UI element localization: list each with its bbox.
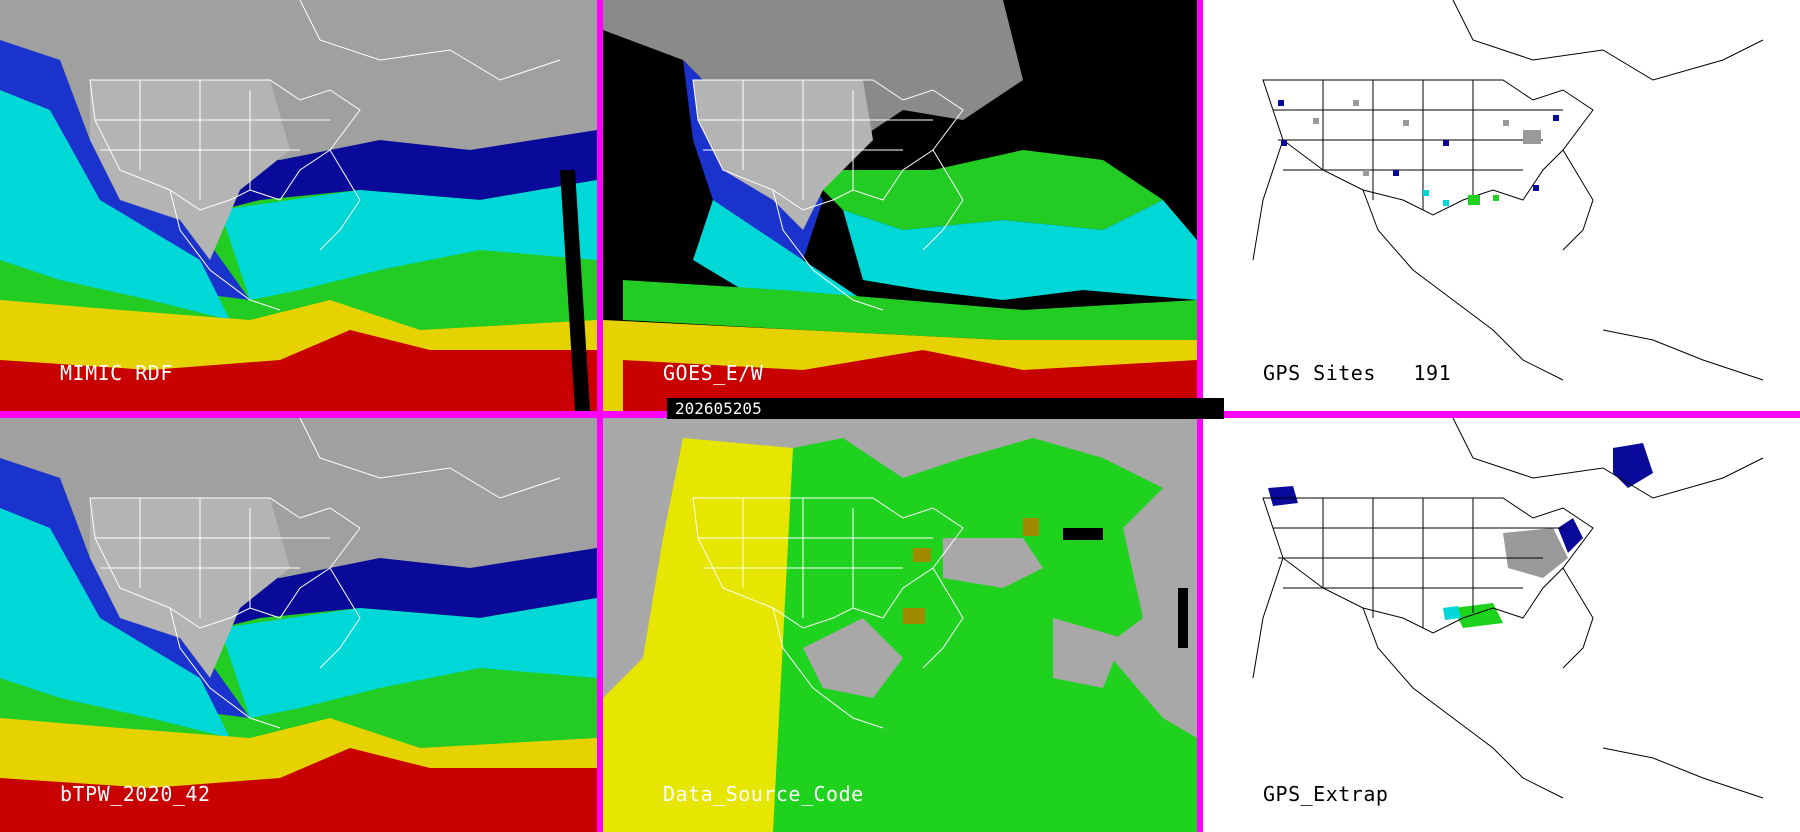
data-source-code-panel: Data_Source_Code: [603, 418, 1197, 832]
tpw-map-mimic: [0, 0, 597, 411]
goes-ew-panel: GOES_E/W: [603, 0, 1197, 411]
panel-label-goes: GOES_E/W: [663, 361, 764, 385]
btpw-panel: bTPW_2020_42: [0, 418, 597, 832]
mimic-rdf-panel: MIMIC RDF: [0, 0, 597, 411]
timestamp-bar: 202605205: [667, 398, 1224, 419]
panel-label-btpw: bTPW_2020_42: [60, 782, 211, 806]
data-source-map: [603, 418, 1197, 832]
gps-site-markers: [1278, 100, 1559, 206]
tpw-map-goes: [603, 0, 1197, 411]
gps-sites-map: [1203, 0, 1800, 411]
gps-extrap-map: [1203, 418, 1800, 832]
gps-extrap-panel: GPS_Extrap: [1203, 418, 1800, 832]
panel-label-gpsx: GPS_Extrap: [1263, 782, 1389, 806]
panel-label-mimic: MIMIC RDF: [60, 361, 173, 385]
panel-label-gps: GPS Sites 191: [1263, 361, 1452, 385]
panel-label-dsc: Data_Source_Code: [663, 782, 864, 806]
tpw-map-btpw: [0, 418, 597, 832]
gps-sites-panel: GPS Sites 191: [1203, 0, 1800, 411]
